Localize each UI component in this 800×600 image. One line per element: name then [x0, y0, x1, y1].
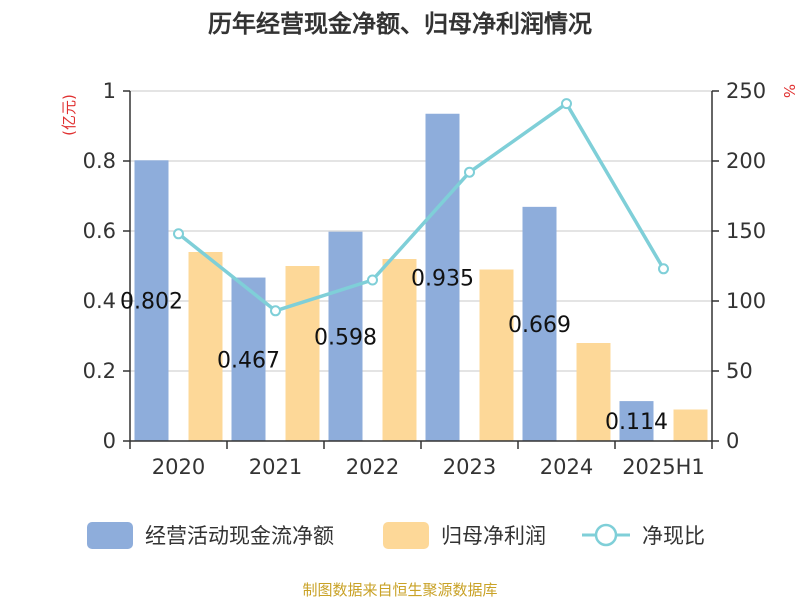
x-axis-tick-label: 2021	[249, 455, 302, 479]
right-axis-tick-label: 100	[726, 289, 766, 313]
cash-flow-bar	[522, 206, 557, 441]
right-axis-tick-label: 0	[726, 429, 739, 453]
right-axis-tick-label: 200	[726, 149, 766, 173]
source-note: 制图数据来自恒生聚源数据库	[302, 581, 497, 599]
x-axis-tick-label: 2020	[152, 455, 205, 479]
legend-label-net-profit: 归母净利润	[441, 524, 546, 548]
right-axis-tick-label: 50	[726, 359, 753, 383]
ratio-point	[173, 228, 184, 240]
cash-flow-data-label: 0.935	[411, 266, 474, 291]
ratio-point	[464, 166, 475, 178]
cash-flow-data-label: 0.114	[605, 410, 668, 435]
cash-flow-bar	[425, 113, 460, 441]
left-axis-tick-label: 0.2	[83, 359, 116, 383]
cash-flow-data-label: 0.598	[314, 325, 377, 350]
x-axis-tick-label: 2023	[443, 455, 496, 479]
x-axis-tick-label: 2025H1	[622, 455, 705, 479]
legend-label-cash-flow: 经营活动现金流净额	[145, 524, 334, 548]
legend-label-ratio: 净现比	[642, 524, 705, 548]
right-axis-unit: %	[780, 84, 798, 98]
cash-flow-data-label: 0.467	[217, 348, 280, 373]
net-profit-bar	[285, 266, 320, 441]
x-axis-tick-label: 2022	[346, 455, 399, 479]
left-axis-tick-label: 0.6	[83, 219, 116, 243]
net-profit-bar	[382, 259, 417, 441]
legend-swatch-cash-flow	[87, 522, 133, 549]
gridlines	[130, 90, 712, 372]
net-profit-bar	[673, 409, 708, 441]
legend-swatch-net-profit	[383, 522, 429, 549]
left-axis-unit: (亿元)	[60, 94, 78, 136]
cash-flow-data-label: 0.802	[120, 290, 183, 315]
legend-swatch-ratio-marker	[594, 523, 618, 547]
left-axis-tick-label: 1	[103, 79, 116, 103]
bars	[134, 113, 708, 442]
legend: 经营活动现金流净额 归母净利润 净现比	[87, 522, 705, 549]
cash-flow-bar	[619, 401, 654, 441]
left-axis-tick-label: 0.8	[83, 149, 116, 173]
ratio-point	[561, 98, 572, 110]
ratio-point	[367, 274, 378, 286]
cash-flow-bar	[231, 277, 266, 441]
net-profit-bar	[188, 252, 223, 441]
left-axis-tick-label: 0	[103, 429, 116, 453]
x-axis-tick-label: 2024	[540, 455, 593, 479]
chart-title: 历年经营现金净额、归母净利润情况	[208, 10, 592, 38]
net-profit-bar	[479, 269, 514, 441]
ratio-line-path	[177, 101, 666, 313]
cash-flow-bar	[134, 160, 169, 442]
right-axis-tick-label: 150	[726, 219, 766, 243]
right-axis-tick-label: 250	[726, 79, 766, 103]
net-profit-bar	[576, 343, 611, 441]
ratio-point	[658, 263, 669, 275]
axes: 0 0.2 0.4 0.6 0.8 1 0 50 100 150 200 250 2020 2021 202…	[83, 79, 767, 479]
cash-flow-data-label: 0.669	[508, 313, 571, 338]
data-labels: 0.802 0.467 0.598 0.935 0.669 0.114	[120, 266, 668, 435]
cash-flow-bar	[328, 231, 363, 441]
left-axis-tick-label: 0.4	[83, 289, 116, 313]
ratio-line	[173, 98, 669, 317]
ratio-point	[270, 305, 281, 317]
